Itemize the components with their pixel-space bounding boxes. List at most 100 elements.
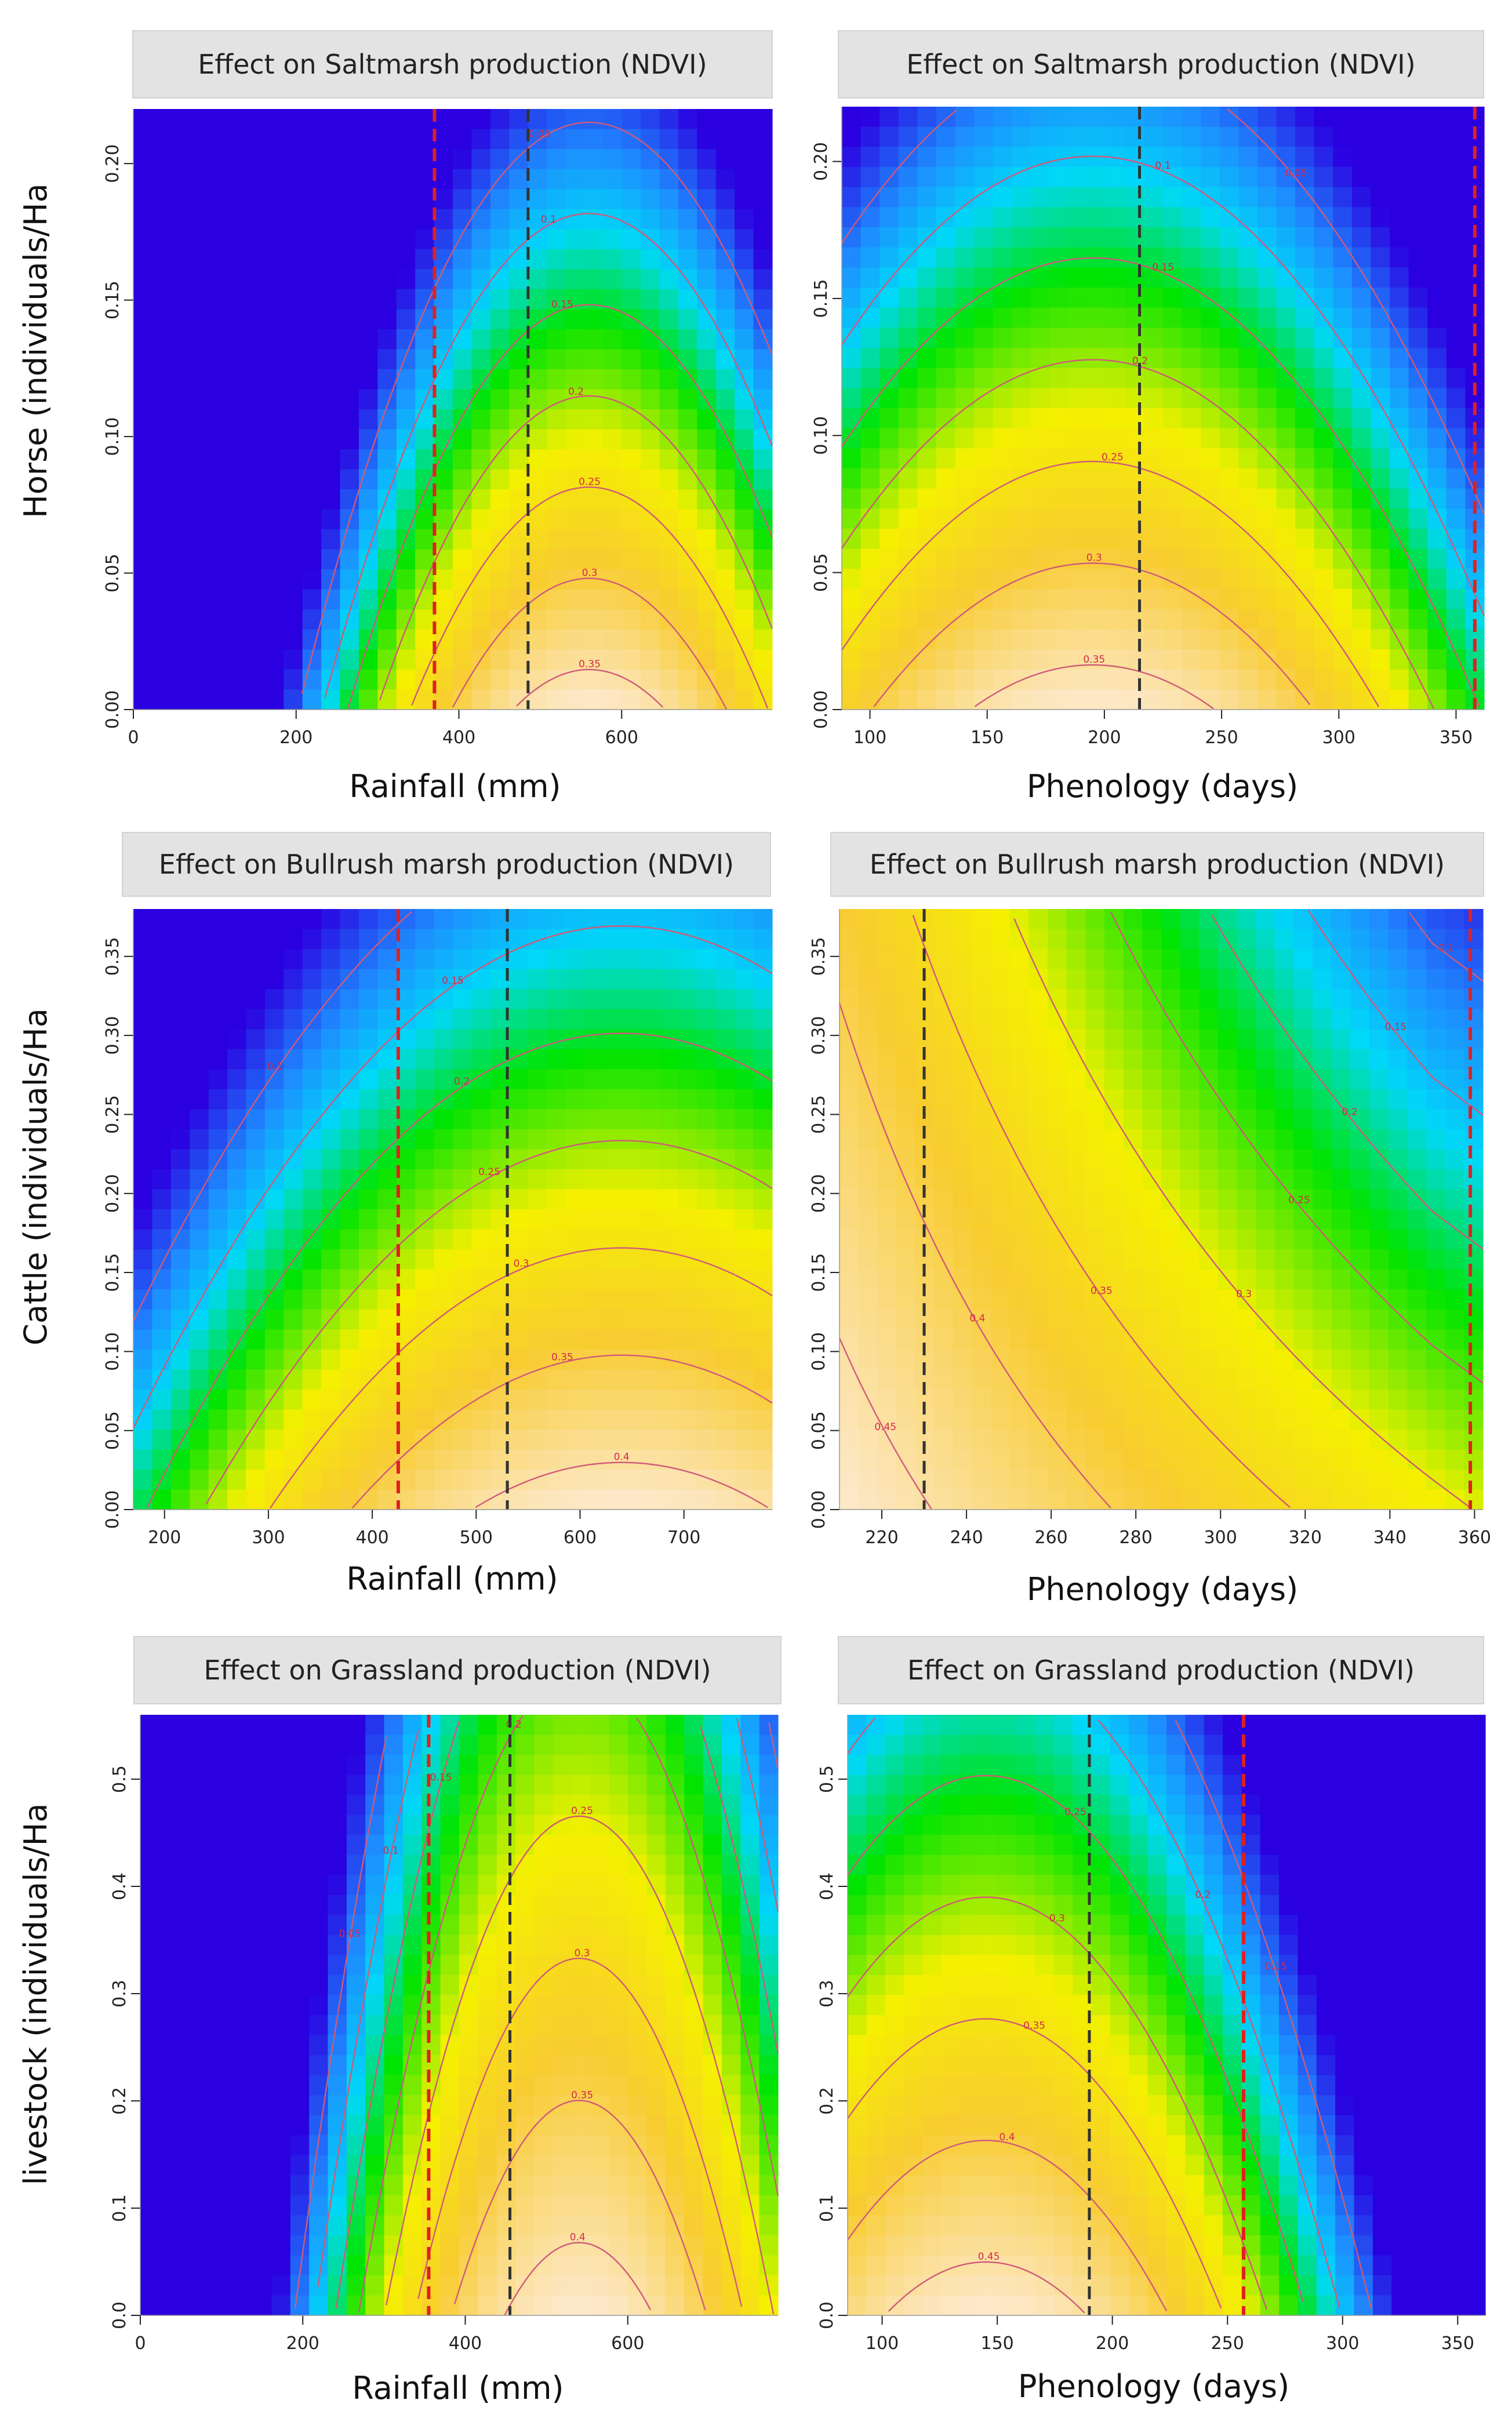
x-tick-label: 220	[865, 1528, 898, 1548]
heatmap-cell	[547, 969, 566, 990]
heatmap-cell	[842, 428, 862, 449]
heatmap-cell	[528, 1409, 547, 1430]
heatmap-cell	[159, 1775, 179, 1795]
heatmap-cell	[208, 909, 228, 930]
heatmap-cell	[678, 569, 697, 590]
heatmap-cell	[565, 1169, 585, 1190]
heatmap-cell	[955, 267, 975, 288]
heatmap-cell	[697, 1489, 717, 1510]
heatmap-cell	[1369, 1489, 1389, 1510]
heatmap-cell	[1199, 1389, 1219, 1410]
heatmap-cell	[190, 269, 209, 290]
heatmap-cell	[678, 989, 697, 1010]
heatmap-cell	[1446, 388, 1466, 409]
heatmap-cell	[1030, 448, 1051, 469]
heatmap-cell	[1390, 368, 1409, 388]
heatmap-cell	[565, 1469, 585, 1490]
heatmap-cell	[659, 1149, 679, 1170]
heatmap-cell	[421, 2155, 441, 2176]
heatmap-cell	[459, 1715, 478, 1736]
heatmap-cell	[974, 529, 994, 550]
heatmap-cell	[1293, 1489, 1313, 1510]
heatmap-cell	[471, 1209, 491, 1230]
heatmap-cell	[715, 1489, 735, 1510]
heatmap-cell	[565, 1269, 585, 1290]
heatmap-cell	[509, 349, 529, 370]
heatmap-cell	[603, 1289, 623, 1310]
y-tick-label: 0.10	[809, 1332, 829, 1371]
heatmap-cell	[735, 569, 754, 590]
heatmap-cell	[584, 549, 604, 570]
heatmap-cell	[290, 2075, 310, 2096]
heatmap-cell	[955, 307, 975, 328]
heatmap-cell	[1314, 167, 1333, 188]
heatmap-cell	[1066, 1149, 1086, 1170]
heatmap-cell	[879, 609, 899, 630]
heatmap-cell	[547, 1089, 566, 1110]
heatmap-cell	[584, 1169, 604, 1190]
heatmap-cell	[659, 609, 679, 630]
heatmap-cell	[377, 689, 397, 710]
heatmap-cell	[860, 147, 880, 168]
heatmap-cell	[302, 289, 322, 310]
heatmap-cell	[1390, 488, 1409, 509]
heatmap-cell	[133, 429, 153, 450]
heatmap-cell	[1049, 488, 1069, 509]
heatmap-cell	[934, 1209, 954, 1230]
heatmap-cell	[415, 109, 435, 130]
heatmap-cell	[358, 1409, 378, 1430]
heatmap-cell	[1012, 428, 1031, 449]
heatmap-cell	[377, 209, 397, 230]
heatmap-cell	[1123, 1109, 1143, 1130]
heatmap-cell	[133, 129, 153, 150]
heatmap-cell	[246, 509, 266, 530]
heatmap-cell	[1274, 1269, 1295, 1290]
heatmap-cell	[415, 1049, 435, 1070]
heatmap-cell	[208, 429, 228, 450]
heatmap-cell	[496, 1775, 516, 1795]
heatmap-cell	[877, 1409, 897, 1430]
heatmap-cell	[152, 329, 172, 350]
heatmap-cell	[197, 1935, 216, 1955]
heatmap-cell	[509, 1169, 529, 1190]
heatmap-cell	[1049, 689, 1069, 710]
heatmap-cell	[1445, 969, 1464, 990]
heatmap-cell	[1009, 1029, 1030, 1050]
heatmap-cell	[1369, 909, 1389, 930]
heatmap-cell	[953, 1189, 973, 1210]
heatmap-cell	[1201, 388, 1220, 409]
heatmap-cell	[735, 189, 754, 210]
heatmap-cell	[1161, 1329, 1181, 1350]
heatmap-cell	[953, 1329, 973, 1350]
heatmap-cell	[1049, 267, 1069, 288]
heatmap-cell	[953, 1369, 973, 1390]
heatmap-cell	[253, 1935, 272, 1955]
heatmap-cell	[917, 448, 937, 469]
heatmap-cell	[208, 109, 228, 130]
heatmap-cell	[170, 1009, 190, 1030]
heatmap-cell	[358, 1349, 378, 1370]
heatmap-cell	[553, 2075, 572, 2096]
heatmap-cell	[839, 1449, 859, 1470]
heatmap-cell	[321, 409, 341, 430]
heatmap-cell	[246, 549, 266, 570]
heatmap-cell	[1217, 969, 1238, 990]
heatmap-cell	[553, 2035, 572, 2056]
heatmap-cell	[377, 109, 397, 130]
heatmap-cell	[284, 189, 303, 210]
heatmap-cell	[621, 1349, 641, 1370]
heatmap-cell	[1314, 227, 1333, 248]
heatmap-cell	[302, 1249, 322, 1270]
heatmap-cell	[1144, 649, 1164, 670]
heatmap-cell	[133, 1489, 153, 1510]
heatmap-cell	[284, 949, 303, 970]
heatmap-cell	[1125, 428, 1145, 449]
heatmap-cell	[421, 1955, 441, 1976]
heatmap-cell	[953, 1169, 973, 1190]
heatmap-cell	[284, 1049, 303, 1070]
heatmap-cell	[290, 1995, 310, 2016]
heatmap-cell	[1257, 609, 1277, 630]
heatmap-cell	[271, 2295, 291, 2316]
heatmap-cell	[1276, 589, 1296, 610]
